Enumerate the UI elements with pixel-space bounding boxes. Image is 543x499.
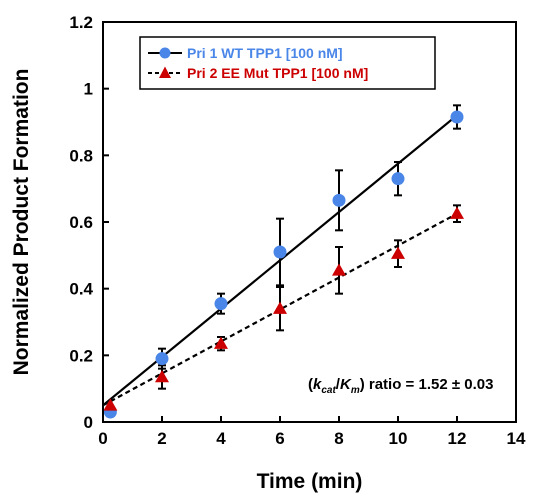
x-tick-label: 0 <box>98 429 107 448</box>
y-tick-label: 1.2 <box>69 13 93 32</box>
annot-slash: / <box>336 376 341 393</box>
y-tick-label: 0.6 <box>69 213 93 232</box>
data-point-mut <box>155 370 169 383</box>
data-point-wt <box>391 172 405 186</box>
x-tick-label: 4 <box>216 429 226 448</box>
y-tick-label: 0.2 <box>69 346 93 365</box>
data-point-mut <box>214 336 228 349</box>
data-point-wt <box>214 297 228 311</box>
y-tick-label: 0 <box>84 413 93 432</box>
x-tick-label: 2 <box>157 429 166 448</box>
data-point-wt <box>155 352 169 366</box>
legend-label-wt: Pri 1 WT TPP1 [100 nM] <box>187 45 343 61</box>
x-tick-label: 14 <box>507 429 526 448</box>
legend-box <box>139 36 436 90</box>
annot-open: ( <box>308 376 313 393</box>
data-point-mut <box>273 301 287 314</box>
data-point-mut <box>103 398 118 411</box>
x-tick-label: 6 <box>275 429 284 448</box>
legend-label-mut: Pri 2 EE Mut TPP1 [100 nM] <box>187 65 368 81</box>
data-markers <box>103 110 464 419</box>
y-axis-title: Normalized Product Formation <box>10 69 33 376</box>
annot-K: K <box>340 376 352 393</box>
legend-marker-mut <box>159 66 171 78</box>
data-point-wt <box>332 193 346 207</box>
data-point-wt <box>273 245 287 259</box>
y-tick-label: 0.4 <box>69 280 93 299</box>
legend: Pri 1 WT TPP1 [100 nM] Pri 2 EE Mut TPP1… <box>139 36 436 90</box>
kcat-km-annotation: (kcat/Km) ratio = 1.52 ± 0.03 <box>308 376 493 396</box>
annot-rest: ) ratio = 1.52 ± 0.03 <box>360 376 494 393</box>
error-bars <box>158 104 461 390</box>
annot-k: k <box>313 376 322 393</box>
legend-marker-wt <box>159 47 171 59</box>
x-tick-label: 12 <box>448 429 467 448</box>
data-point-mut <box>391 246 405 259</box>
x-tick-label: 8 <box>334 429 343 448</box>
data-point-mut <box>332 263 346 276</box>
x-axis-title: Time (min) <box>257 470 363 493</box>
y-tick-label: 1 <box>84 80 93 99</box>
data-point-mut <box>450 206 464 219</box>
axis-ticks: 0 2 4 6 8 10 12 14 0 0.2 0.4 0.6 0.8 1 1.2 <box>69 13 526 448</box>
data-point-wt <box>450 110 464 124</box>
x-tick-label: 10 <box>389 429 408 448</box>
annot-m: m <box>351 385 360 396</box>
annot-cat: cat <box>321 385 336 396</box>
y-tick-label: 0.8 <box>69 146 93 165</box>
